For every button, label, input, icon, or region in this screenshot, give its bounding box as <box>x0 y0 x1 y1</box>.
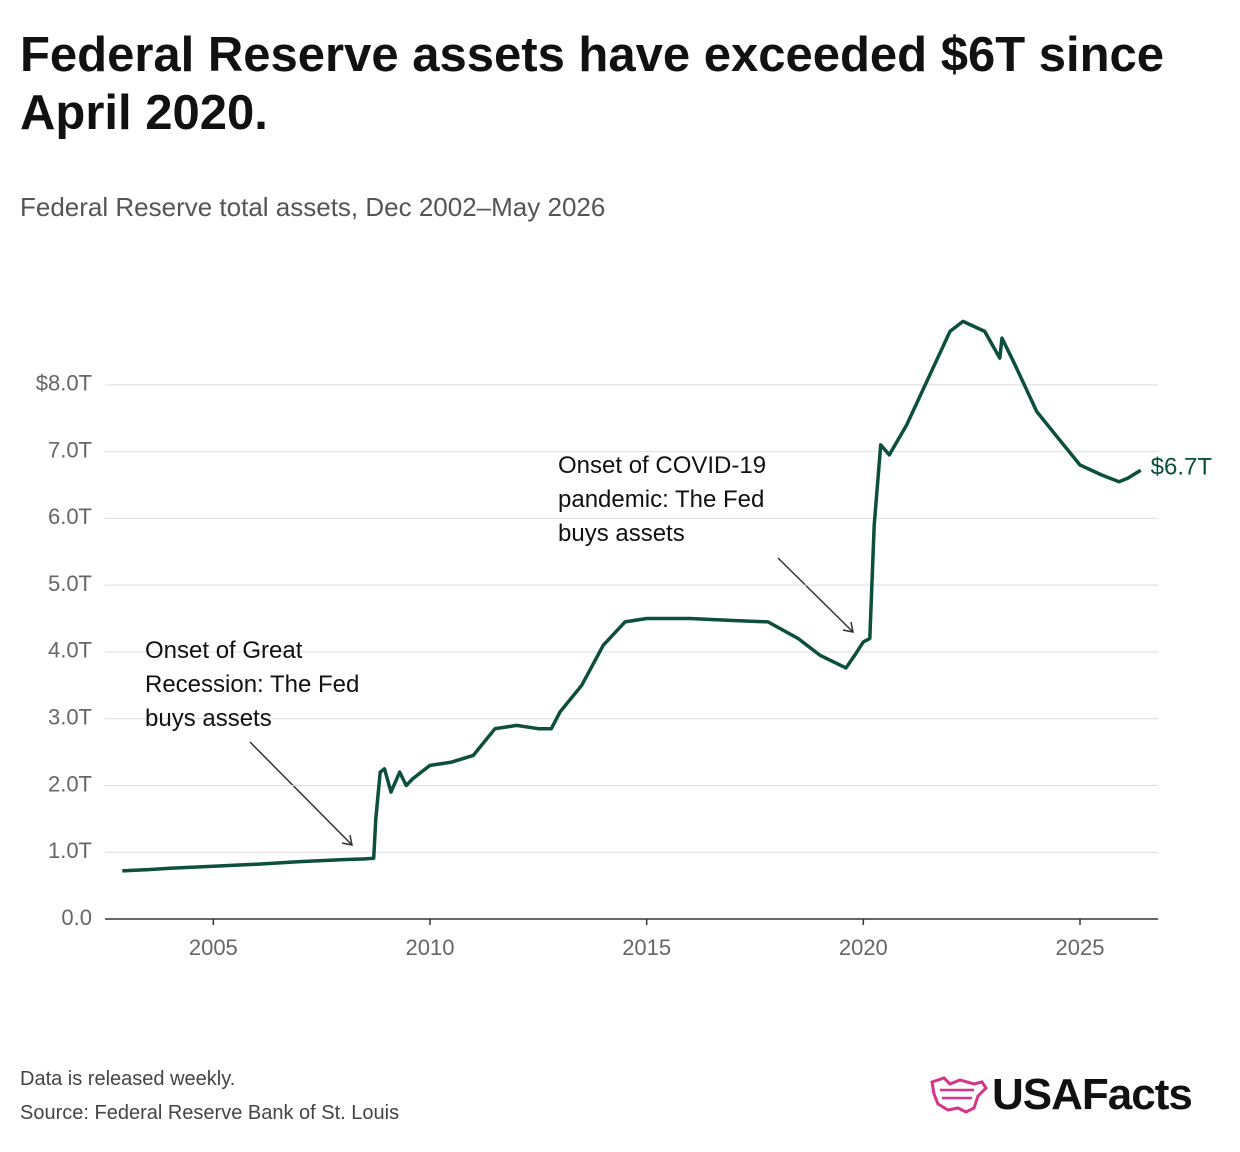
x-tick-label: 2015 <box>622 935 671 960</box>
line-series <box>122 319 1142 873</box>
y-tick-label: 1.0T <box>48 838 92 863</box>
y-tick-label: 4.0T <box>48 638 92 663</box>
end-label: $6.7T <box>1151 454 1213 481</box>
logo-icon <box>930 1076 988 1114</box>
source: Source: Federal Reserve Bank of St. Loui… <box>20 1102 400 1124</box>
y-tick-label: $8.0T <box>36 371 92 396</box>
annotation-arrow <box>249 741 353 846</box>
note: Data is released weekly. <box>20 1068 236 1090</box>
x-tick-label: 2025 <box>1056 935 1105 960</box>
y-tick-label: 5.0T <box>48 571 92 596</box>
chart-title: Federal Reserve assets have exceeded $6T… <box>20 28 1165 140</box>
y-tick-label: 2.0T <box>48 771 92 796</box>
y-tick-label: 6.0T <box>48 504 92 529</box>
y-tick-label: 7.0T <box>48 437 92 462</box>
arrow-head <box>842 621 854 633</box>
y-tick-label: 0.0 <box>61 905 92 930</box>
annotation: Onset of COVID-19 pandemic: The Fed buys… <box>558 452 767 547</box>
x-tick-label: 2020 <box>839 935 888 960</box>
chart-subtitle: Federal Reserve total assets, Dec 2002–M… <box>20 192 606 222</box>
y-tick-label: 3.0T <box>48 705 92 730</box>
x-tick-label: 2005 <box>189 935 238 960</box>
annotation: Onset of Great Recession: The Fed buys a… <box>145 637 360 732</box>
x-tick-label: 2010 <box>406 935 455 960</box>
logo: USAFacts <box>992 1070 1193 1119</box>
arrow-head <box>341 834 353 846</box>
annotation-arrow <box>777 557 854 633</box>
